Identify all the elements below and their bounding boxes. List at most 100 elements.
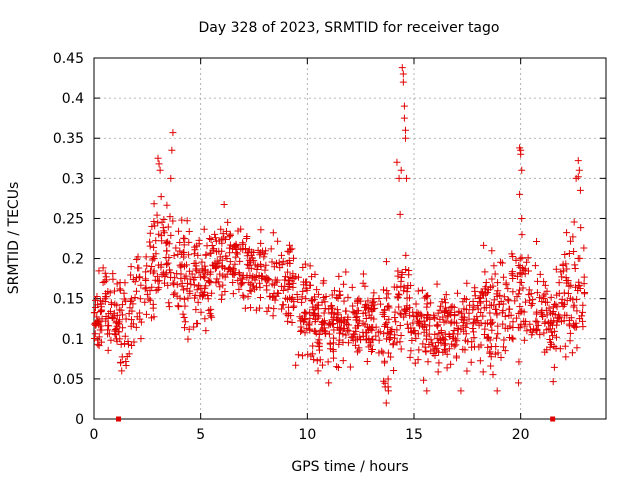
data-point (476, 298, 484, 306)
y-tick-label: 0.3 (62, 171, 84, 187)
data-point (475, 343, 483, 351)
data-point (221, 288, 229, 296)
data-point (534, 321, 542, 329)
data-point (430, 313, 438, 321)
data-point (345, 327, 353, 335)
data-point (176, 247, 184, 255)
data-point (487, 362, 495, 370)
data-point (294, 273, 302, 281)
data-point (279, 287, 287, 295)
data-point (216, 283, 224, 291)
data-point (319, 279, 327, 287)
data-point (155, 230, 163, 238)
data-point (517, 150, 525, 158)
data-point (325, 330, 333, 338)
x-tick-label: 10 (298, 427, 316, 443)
data-point (516, 255, 524, 263)
data-point (435, 359, 443, 367)
data-point (516, 286, 524, 294)
data-point (306, 326, 314, 334)
data-point (164, 238, 172, 246)
data-point (334, 315, 342, 323)
data-point (92, 296, 100, 304)
data-point (269, 312, 277, 320)
data-point (325, 379, 333, 387)
data-point (466, 301, 474, 309)
data-point (393, 326, 401, 334)
data-point (299, 318, 307, 326)
data-point (163, 247, 171, 255)
data-point (362, 315, 370, 323)
data-point (513, 314, 521, 322)
data-point (95, 342, 103, 350)
data-point (154, 219, 162, 227)
data-point (339, 357, 347, 365)
data-point (154, 277, 162, 285)
data-point (207, 305, 215, 313)
data-point (441, 340, 449, 348)
data-point (176, 261, 184, 269)
data-point (229, 290, 237, 298)
data-point (435, 348, 443, 356)
data-point (330, 287, 338, 295)
data-point (487, 353, 495, 361)
data-point (566, 329, 574, 337)
data-point (559, 302, 567, 310)
data-point (191, 273, 199, 281)
data-point (540, 329, 548, 337)
data-point (375, 336, 383, 344)
data-point (158, 271, 166, 279)
data-point (222, 227, 230, 235)
data-point (329, 347, 337, 355)
data-point (278, 261, 286, 269)
data-point (321, 298, 329, 306)
data-point (486, 348, 494, 356)
data-point (512, 256, 520, 264)
data-point (163, 201, 171, 209)
data-point (185, 228, 193, 236)
data-point (434, 309, 442, 317)
data-point (193, 286, 201, 294)
data-point (550, 363, 558, 371)
data-point (574, 254, 582, 262)
data-point (329, 320, 337, 328)
data-point (170, 291, 178, 299)
data-point (406, 353, 414, 361)
data-point (553, 321, 561, 329)
data-point (421, 294, 429, 302)
data-point (187, 280, 195, 288)
data-point (180, 314, 188, 322)
data-point (205, 306, 213, 314)
data-point (288, 293, 296, 301)
data-point (195, 240, 203, 248)
data-point (353, 307, 361, 315)
data-point (365, 343, 373, 351)
data-point (212, 279, 220, 287)
data-point (433, 322, 441, 330)
data-point (518, 231, 526, 239)
data-point (118, 301, 126, 309)
data-point (257, 239, 265, 247)
data-point (98, 315, 106, 323)
data-point (469, 306, 477, 314)
data-point (207, 268, 215, 276)
data-point (579, 308, 587, 316)
data-point (104, 322, 112, 330)
data-point (559, 260, 567, 268)
data-point (439, 334, 447, 342)
data-point (225, 233, 233, 241)
data-point (101, 269, 109, 277)
data-point (160, 216, 168, 224)
data-point (479, 312, 487, 320)
data-point (177, 270, 185, 278)
data-point (320, 320, 328, 328)
data-point (364, 297, 372, 305)
data-point (118, 353, 126, 361)
data-point (164, 259, 172, 267)
data-point (477, 308, 485, 316)
data-point (206, 310, 214, 318)
data-point (201, 274, 209, 282)
data-point (564, 277, 572, 285)
data-point (362, 303, 370, 311)
data-point (190, 259, 198, 267)
